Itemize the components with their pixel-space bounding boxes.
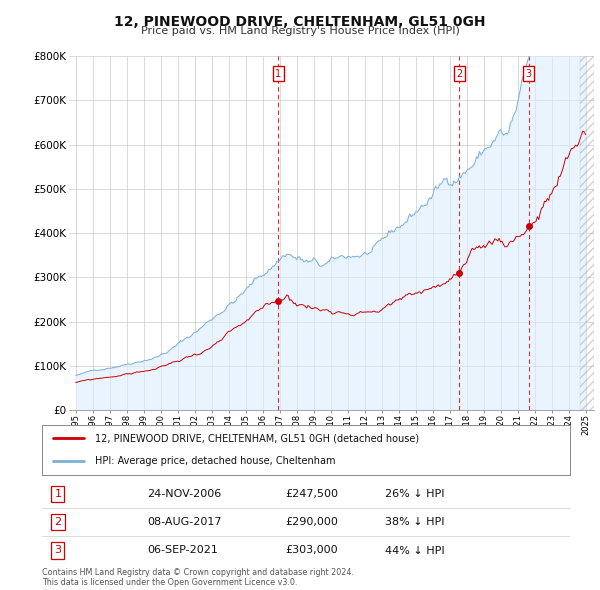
Text: 44% ↓ HPI: 44% ↓ HPI — [385, 546, 445, 555]
Text: 3: 3 — [55, 546, 61, 555]
Point — [274, 296, 283, 305]
Text: 08-AUG-2017: 08-AUG-2017 — [148, 517, 222, 527]
Point — [455, 268, 464, 277]
Text: 2: 2 — [54, 517, 61, 527]
Text: 12, PINEWOOD DRIVE, CHELTENHAM, GL51 0GH (detached house): 12, PINEWOOD DRIVE, CHELTENHAM, GL51 0GH… — [95, 433, 419, 443]
Text: Price paid vs. HM Land Registry's House Price Index (HPI): Price paid vs. HM Land Registry's House … — [140, 26, 460, 36]
Text: £247,500: £247,500 — [285, 489, 338, 499]
Text: HPI: Average price, detached house, Cheltenham: HPI: Average price, detached house, Chel… — [95, 457, 335, 467]
Text: 1: 1 — [275, 69, 281, 78]
Text: 1: 1 — [55, 489, 61, 499]
Text: 38% ↓ HPI: 38% ↓ HPI — [385, 517, 445, 527]
Text: 2: 2 — [457, 69, 463, 78]
Text: £290,000: £290,000 — [285, 517, 338, 527]
Text: £303,000: £303,000 — [285, 546, 338, 555]
Text: 12, PINEWOOD DRIVE, CHELTENHAM, GL51 0GH: 12, PINEWOOD DRIVE, CHELTENHAM, GL51 0GH — [114, 15, 486, 29]
Text: 24-NOV-2006: 24-NOV-2006 — [148, 489, 222, 499]
Point — [524, 221, 533, 231]
Text: 3: 3 — [526, 69, 532, 78]
Text: 26% ↓ HPI: 26% ↓ HPI — [385, 489, 445, 499]
Text: Contains HM Land Registry data © Crown copyright and database right 2024.
This d: Contains HM Land Registry data © Crown c… — [42, 568, 354, 587]
Text: 06-SEP-2021: 06-SEP-2021 — [148, 546, 218, 555]
